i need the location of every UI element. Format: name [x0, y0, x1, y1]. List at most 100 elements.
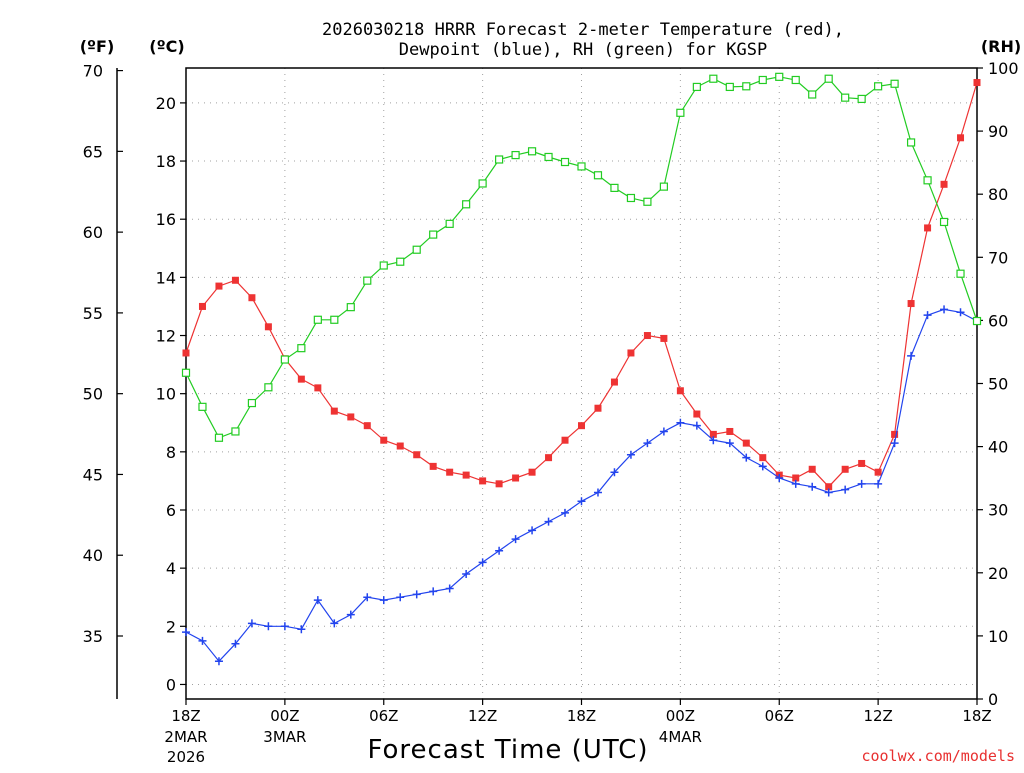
fahrenheit-tick-label: 65: [83, 142, 103, 161]
temperature-point: [858, 459, 866, 467]
dewpoint-point: [824, 488, 833, 497]
dewpoint-point: [791, 479, 800, 488]
temperature-point: [512, 474, 520, 482]
rh-tick-label: 10: [988, 627, 1008, 646]
axes-layer: 35 40 45 50 55 60 65 70 0 2 4 6 8 10 12 14 16 18 20 0 10 20 30…: [83, 59, 1019, 766]
dewpoint-point: [561, 508, 570, 517]
dewpoint-point: [808, 482, 817, 491]
dewpoint-point: [692, 421, 701, 430]
dewpoint-point: [758, 462, 767, 471]
temperature-point: [413, 451, 421, 459]
celsius-tick-label: 16: [156, 210, 176, 229]
temperature-point: [742, 439, 750, 447]
dewpoint-point: [659, 427, 668, 436]
fahrenheit-tick-label: 70: [83, 62, 103, 81]
rh-point: [791, 75, 800, 85]
dewpoint-point: [346, 610, 355, 619]
dewpoint-point: [396, 593, 405, 602]
rh-tick-label: 80: [988, 185, 1008, 204]
dewpoint-point: [495, 546, 504, 555]
temperature-point: [545, 454, 553, 462]
temperature-point: [891, 430, 899, 438]
rh-point: [659, 182, 668, 191]
dewpoint-point: [841, 485, 850, 494]
dewpoint-point: [923, 311, 932, 320]
rh-point: [214, 433, 224, 442]
temperature-point: [215, 282, 223, 290]
fahrenheit-tick-label: 40: [83, 546, 103, 565]
temperature-point: [347, 413, 355, 421]
rh-point: [363, 276, 372, 285]
dewpoint-point: [577, 497, 586, 506]
rh-point: [280, 355, 289, 364]
rh-point: [676, 108, 685, 117]
x-tick-year-label: 2026: [167, 748, 205, 766]
dewpoint-point: [445, 584, 454, 593]
x-tick-label: 00Z: [270, 707, 299, 725]
temperature-point: [643, 332, 651, 340]
temperature-point: [297, 375, 305, 383]
temperature-point: [363, 422, 371, 430]
x-tick-date-label: 4MAR: [659, 728, 702, 746]
temperature-point: [627, 349, 635, 357]
temperature-point: [594, 404, 602, 412]
dewpoint-point: [874, 479, 883, 488]
temperature-point: [314, 384, 322, 392]
dewpoint-point: [907, 351, 916, 360]
temperature-point: [759, 454, 767, 462]
rh-point: [824, 74, 833, 83]
rh-point: [742, 82, 751, 91]
dewpoint-point: [725, 439, 734, 448]
source-credit: coolwx.com/models: [861, 747, 1015, 765]
dewpoint-point: [280, 622, 289, 631]
rh-point: [330, 315, 339, 324]
fahrenheit-tick-label: 35: [83, 627, 103, 646]
temperature-point: [792, 474, 800, 482]
dewpoint-point: [626, 450, 635, 459]
dewpoint-point: [643, 439, 652, 448]
rh-series-line: [185, 76, 978, 439]
x-axis-label: Forecast Time (UTC): [367, 735, 648, 765]
rh-point: [247, 398, 257, 408]
x-tick-label: 06Z: [369, 707, 398, 725]
rh-point: [181, 368, 191, 377]
x-tick-date-label: 3MAR: [263, 728, 306, 746]
rh-point: [198, 402, 207, 411]
temperature-point: [874, 468, 882, 476]
dewpoint-point: [478, 558, 487, 567]
rh-point: [610, 183, 619, 192]
celsius-tick-label: 12: [156, 327, 176, 346]
dewpoint-point: [593, 488, 602, 497]
rh-point: [297, 344, 306, 353]
rh-point: [445, 219, 454, 228]
dewpoint-point: [363, 593, 372, 602]
dewpoint-point: [198, 636, 207, 645]
rh-point: [758, 75, 767, 85]
rh-tick-label: 20: [988, 564, 1008, 583]
dewpoint-point: [857, 479, 866, 488]
temperature-point: [808, 465, 816, 473]
x-tick-label: 12Z: [468, 707, 497, 725]
rh-point: [709, 74, 718, 83]
dewpoint-point: [956, 308, 965, 317]
rh-point: [412, 245, 421, 254]
temperature-point: [479, 477, 487, 485]
rh-point: [560, 157, 570, 167]
celsius-tick-label: 6: [166, 501, 176, 520]
temperature-point: [264, 323, 272, 331]
rh-point: [923, 176, 932, 185]
celsius-tick-label: 14: [156, 268, 176, 287]
rh-point: [478, 179, 487, 188]
temperature-point: [561, 436, 569, 444]
dewpoint-point: [412, 590, 421, 599]
rh-point: [346, 303, 355, 312]
celsius-tick-label: 20: [156, 94, 176, 113]
fahrenheit-tick-label: 60: [83, 223, 103, 242]
dewpoint-point: [313, 596, 322, 605]
fahrenheit-unit-label: (ºF): [80, 37, 115, 56]
temperature-point: [907, 300, 915, 308]
temperature-point: [825, 483, 833, 491]
dewpoint-point: [247, 619, 256, 628]
temperature-point: [528, 468, 536, 476]
